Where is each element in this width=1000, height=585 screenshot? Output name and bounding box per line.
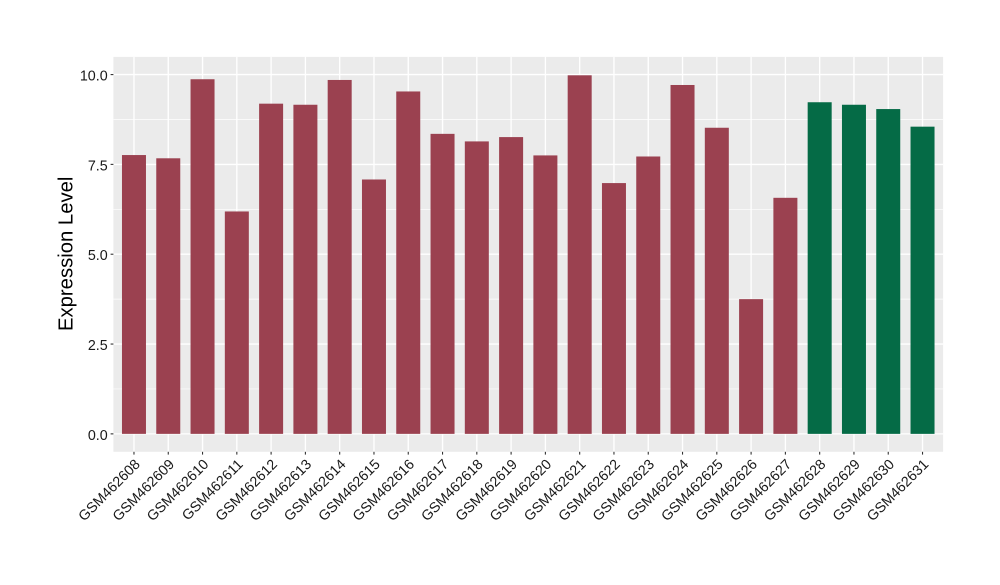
svg-text:7.5: 7.5 [88,158,108,174]
svg-text:2.5: 2.5 [88,338,108,354]
svg-text:5.0: 5.0 [88,248,108,264]
svg-text:0.0: 0.0 [88,428,108,444]
svg-text:10.0: 10.0 [80,68,108,84]
svg-text:Expression Level: Expression Level [56,177,78,331]
